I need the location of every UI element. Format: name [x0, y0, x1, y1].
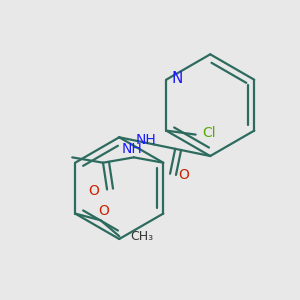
Text: O: O — [88, 184, 99, 198]
Text: NH: NH — [122, 142, 143, 156]
Text: N: N — [171, 71, 183, 86]
Text: O: O — [178, 168, 189, 182]
Text: NH: NH — [135, 134, 156, 147]
Text: Cl: Cl — [202, 126, 216, 140]
Text: O: O — [98, 204, 109, 218]
Text: CH₃: CH₃ — [130, 230, 153, 243]
